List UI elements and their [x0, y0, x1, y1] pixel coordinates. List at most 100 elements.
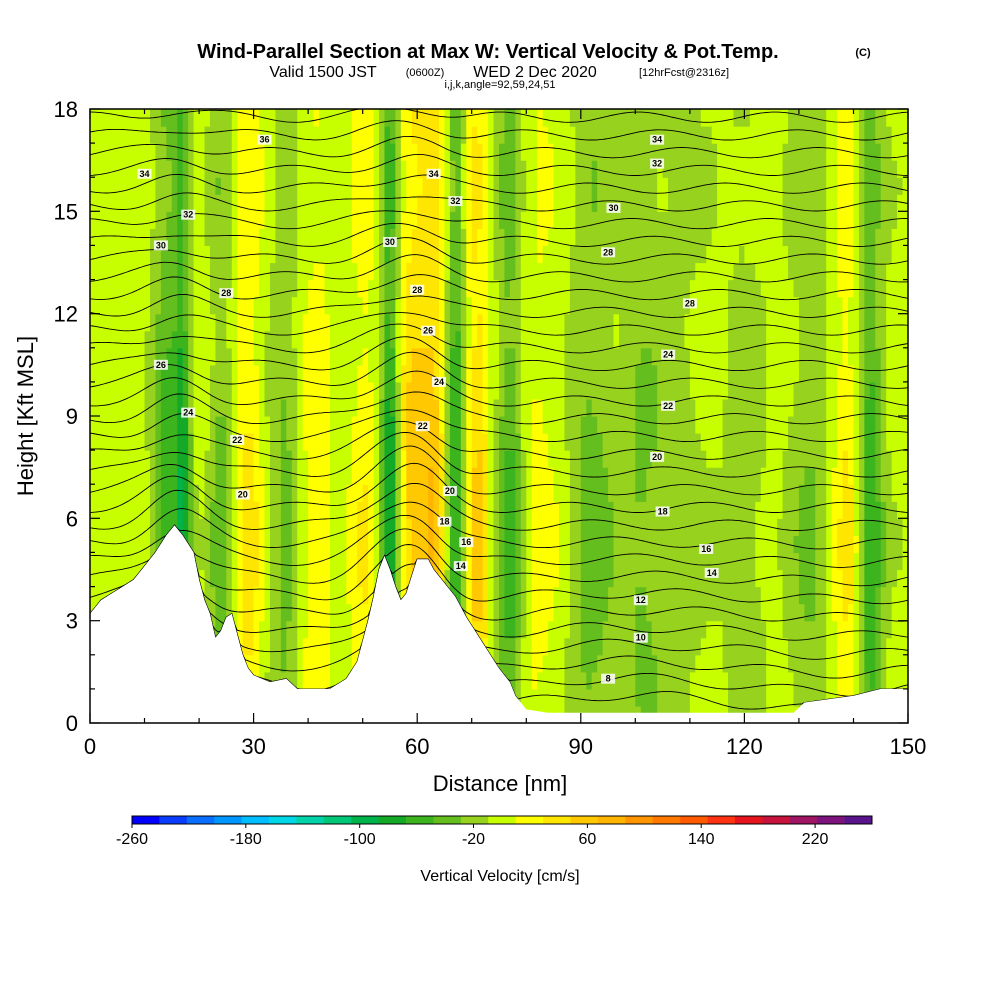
velocity-cell	[499, 245, 506, 264]
velocity-cell	[340, 381, 347, 400]
velocity-cell	[335, 160, 342, 178]
velocity-cell	[111, 109, 118, 127]
velocity-cell	[182, 109, 189, 127]
velocity-cell	[788, 245, 795, 264]
velocity-cell	[717, 433, 724, 451]
velocity-cell	[237, 347, 244, 366]
velocity-cell	[553, 467, 560, 485]
velocity-cell	[504, 450, 511, 468]
velocity-cell	[275, 364, 282, 383]
velocity-cell	[738, 671, 745, 690]
velocity-cell	[324, 671, 331, 690]
velocity-cell	[455, 177, 462, 195]
velocity-cell	[537, 398, 544, 417]
velocity-cell	[199, 228, 206, 247]
velocity-cell	[400, 296, 407, 315]
velocity-cell	[678, 450, 686, 468]
velocity-cell	[771, 347, 778, 366]
velocity-cell	[602, 296, 609, 315]
velocity-cell	[362, 364, 369, 383]
velocity-cell	[379, 262, 386, 281]
velocity-cell	[766, 654, 773, 673]
velocity-cell	[755, 671, 762, 690]
velocity-cell	[831, 398, 838, 417]
velocity-cell	[569, 296, 576, 315]
velocity-cell	[346, 211, 353, 229]
velocity-cell	[624, 245, 631, 264]
velocity-cell	[226, 603, 233, 622]
velocity-cell	[428, 330, 435, 349]
velocity-cell	[209, 296, 217, 315]
velocity-cell	[640, 688, 647, 707]
velocity-cell	[777, 381, 784, 400]
velocity-cell	[842, 535, 849, 554]
velocity-cell	[575, 296, 582, 315]
velocity-cell	[537, 211, 544, 229]
velocity-cell	[738, 296, 745, 315]
velocity-cell	[509, 381, 516, 400]
velocity-cell	[324, 194, 331, 212]
velocity-cell	[700, 126, 707, 144]
velocity-cell	[204, 381, 211, 400]
velocity-cell	[90, 177, 97, 195]
velocity-cell	[738, 433, 745, 451]
velocity-cell	[499, 586, 506, 605]
velocity-cell	[793, 364, 800, 383]
velocity-cell	[798, 535, 805, 554]
velocity-cell	[160, 416, 167, 434]
velocity-cell	[831, 313, 838, 332]
velocity-cell	[248, 603, 255, 622]
velocity-cell	[357, 620, 364, 639]
velocity-cell	[488, 569, 495, 588]
velocity-cell	[406, 194, 413, 212]
velocity-cell	[798, 381, 805, 400]
velocity-cell	[569, 347, 576, 366]
velocity-cell	[319, 228, 326, 247]
velocity-cell	[575, 654, 582, 673]
velocity-cell	[618, 109, 626, 127]
velocity-cell	[728, 109, 735, 127]
velocity-cell	[111, 330, 118, 349]
velocity-cell	[809, 535, 816, 554]
velocity-cell	[613, 347, 620, 366]
velocity-cell	[788, 364, 795, 383]
velocity-cell	[166, 228, 173, 247]
velocity-cell	[220, 177, 227, 195]
velocity-cell	[128, 398, 135, 417]
velocity-cell	[537, 654, 544, 673]
velocity-cell	[738, 347, 745, 366]
velocity-cell	[460, 296, 467, 315]
velocity-cell	[269, 177, 277, 195]
velocity-cell	[400, 177, 407, 195]
velocity-cell	[531, 364, 538, 383]
velocity-cell	[417, 467, 424, 485]
velocity-cell	[520, 296, 527, 315]
velocity-cell	[100, 364, 107, 383]
velocity-cell	[340, 245, 347, 264]
velocity-cell	[286, 313, 293, 332]
velocity-cell	[689, 654, 696, 673]
velocity-cell	[182, 313, 189, 332]
velocity-cell	[226, 535, 233, 554]
velocity-cell	[717, 228, 724, 247]
velocity-cell	[744, 535, 751, 554]
velocity-cell	[275, 313, 282, 332]
velocity-cell	[629, 398, 636, 417]
velocity-cell	[531, 654, 538, 673]
velocity-cell	[542, 654, 549, 673]
velocity-cell	[673, 211, 680, 229]
velocity-cell	[449, 433, 456, 451]
velocity-cell	[684, 177, 691, 195]
velocity-cell	[738, 245, 745, 264]
velocity-cell	[613, 126, 620, 144]
velocity-cell	[553, 347, 560, 366]
velocity-cell	[826, 416, 833, 434]
velocity-cell	[788, 381, 795, 400]
velocity-cell	[182, 279, 189, 298]
velocity-cell	[182, 177, 189, 195]
velocity-cell	[460, 416, 467, 434]
velocity-cell	[313, 347, 320, 366]
velocity-cell	[569, 654, 576, 673]
velocity-cell	[100, 586, 107, 605]
velocity-cell	[357, 535, 364, 554]
